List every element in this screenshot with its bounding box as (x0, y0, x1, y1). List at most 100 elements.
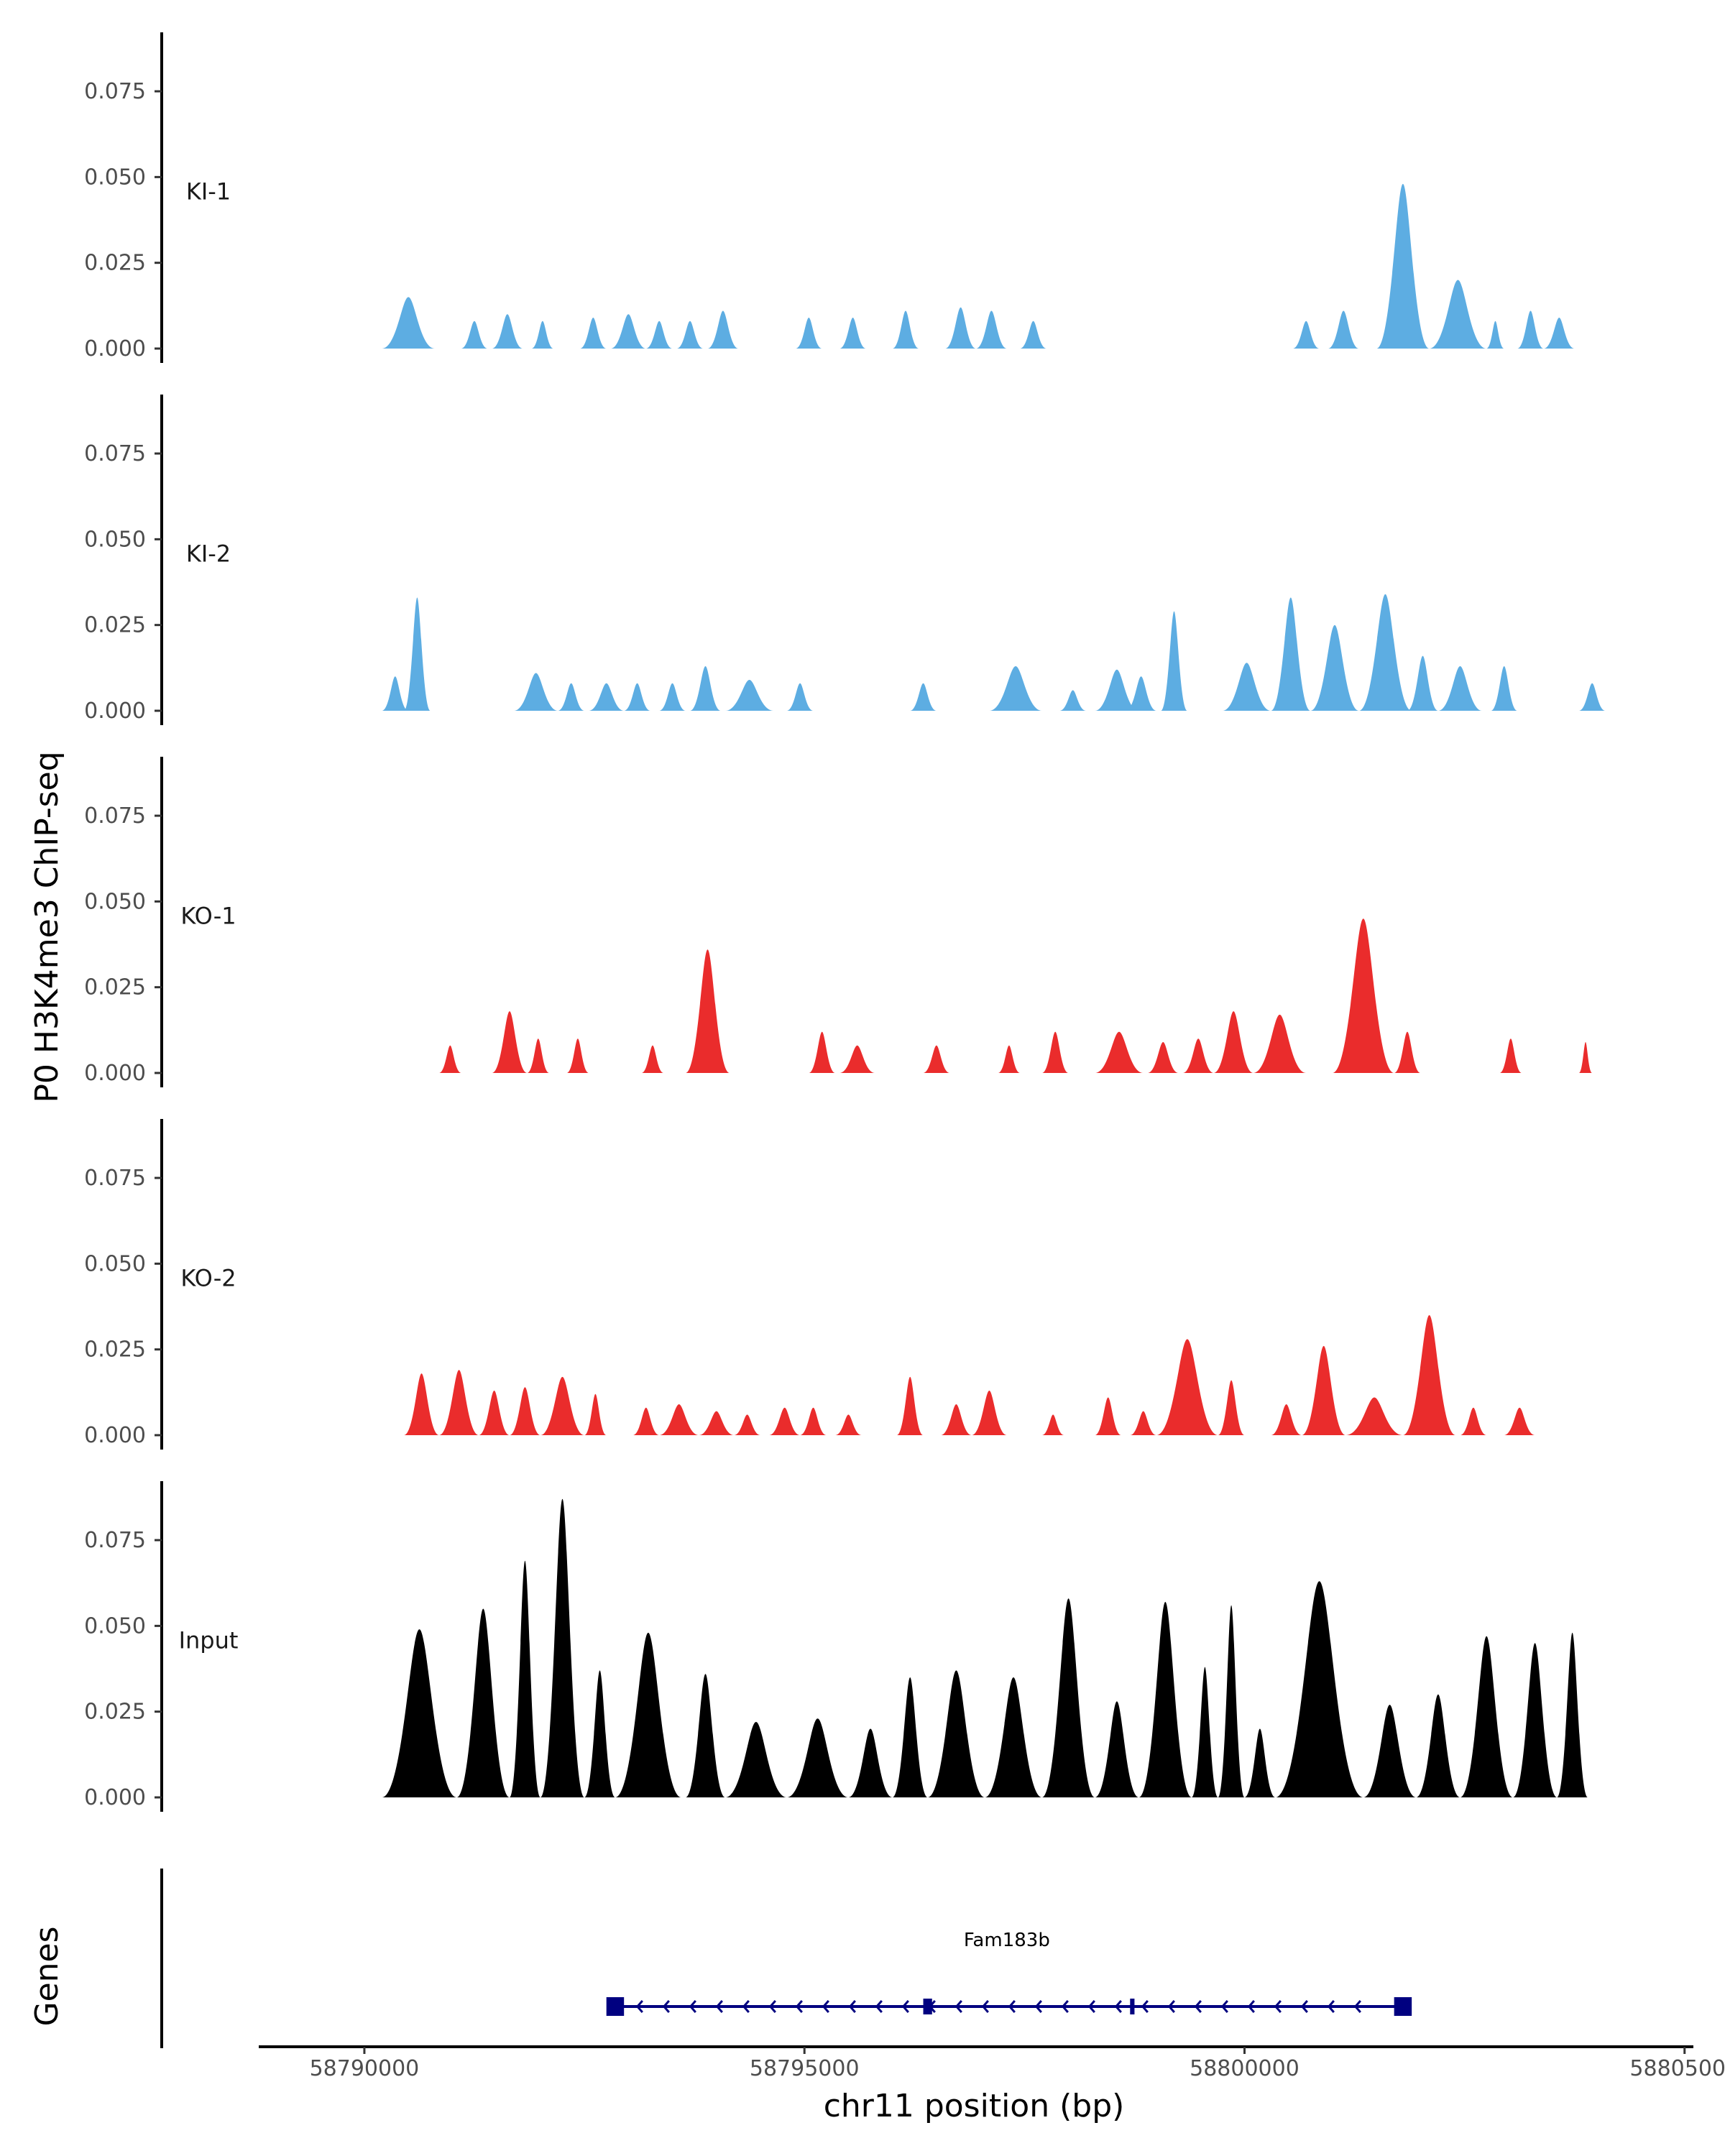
strand-arrow (715, 2000, 723, 2013)
signal-peak (998, 1045, 1021, 1073)
y-axis-title: P0 H3K4me3 ChIP-seq (29, 751, 65, 1102)
signal-peak (492, 314, 523, 349)
y-tick-label: 0.025 (84, 975, 146, 1000)
signal-peak (835, 1414, 862, 1435)
signal-peak (989, 666, 1042, 711)
track-label: KO-1 (180, 902, 236, 929)
track-ki-1: 0.000 0.025 0.050 0.075 KI-1 (84, 32, 1575, 363)
signal-peak (584, 1393, 607, 1435)
y-tick-label: 0.050 (84, 1613, 146, 1639)
strand-arrow (1034, 2000, 1042, 2013)
signal-peak (461, 321, 488, 349)
signal-peak (1328, 310, 1359, 349)
signal-peak (1041, 1598, 1095, 1797)
signal-peak (1310, 625, 1359, 711)
strand-arrow (1220, 2000, 1228, 2013)
signal-peak (927, 1670, 985, 1797)
signal-peak (641, 1045, 664, 1073)
signal-peak (580, 318, 607, 349)
signal-peak (439, 1045, 461, 1073)
track-label: KO-2 (180, 1264, 236, 1291)
signal-peak (382, 676, 409, 711)
signal-peak (382, 1629, 457, 1797)
strand-arrow (768, 2000, 776, 2013)
signal-peak (976, 310, 1007, 349)
gene-exon (923, 1999, 932, 2014)
strand-arrow (742, 2000, 750, 2013)
y-tick-label: 0.050 (84, 527, 146, 552)
signal-peak (1041, 1414, 1064, 1435)
signal-peak (1407, 655, 1438, 711)
signal-peak (1499, 1038, 1522, 1073)
gene-exon (1394, 1997, 1412, 2016)
signal-peak (910, 683, 937, 711)
signal-peak (1095, 1701, 1139, 1797)
strand-arrow (848, 2000, 856, 2013)
signal-peak (1302, 1345, 1346, 1435)
signal-peak (786, 683, 814, 711)
strand-arrow (1247, 2000, 1255, 2013)
signal-peak (492, 1011, 528, 1073)
signal-peak (1517, 310, 1544, 349)
signal-peak (809, 1031, 836, 1073)
signal-peak (1059, 690, 1087, 711)
signal-peak (1138, 1602, 1192, 1797)
signal-peak (404, 597, 431, 711)
signal-peak (769, 1407, 801, 1435)
signal-peak (685, 949, 730, 1073)
signal-peak (527, 1038, 550, 1073)
y-tick-label: 0.075 (84, 441, 146, 466)
genes-track-title: Genes (29, 1926, 65, 2026)
signal-peak (514, 673, 558, 711)
signal-peak (800, 1407, 827, 1435)
signal-peak (945, 307, 976, 349)
signal-peak (1182, 1038, 1214, 1073)
signal-peak (540, 1498, 585, 1797)
signal-peak (1271, 597, 1311, 711)
signal-peak (1346, 1397, 1403, 1435)
track-input: 0.000 0.025 0.050 0.075 Input (84, 1481, 1588, 1812)
strand-arrow (1327, 2000, 1335, 2013)
strand-arrow (635, 2000, 643, 2013)
signal-peak (1460, 1636, 1513, 1797)
strand-arrow (1061, 2000, 1069, 2013)
signal-peak (1213, 1011, 1254, 1073)
signal-peak (725, 680, 774, 711)
signal-peak (725, 1722, 787, 1797)
signal-peak (382, 297, 435, 349)
strand-arrow (1194, 2000, 1202, 2013)
signal-peak (1253, 1014, 1307, 1073)
signal-peak (439, 1370, 479, 1435)
signal-peak (1271, 1404, 1302, 1435)
signal-peak (840, 1045, 875, 1073)
signal-peak (1275, 1581, 1363, 1797)
y-tick-label: 0.000 (84, 1785, 146, 1810)
signal-peak (707, 310, 739, 349)
strand-arrow (901, 2000, 909, 2013)
signal-peak (659, 683, 686, 711)
signal-peak (624, 683, 650, 711)
y-tick-label: 0.050 (84, 1251, 146, 1276)
gene-name-label: Fam183b (964, 1930, 1050, 1951)
signal-peak (796, 318, 822, 349)
genes-layer: Fam183b (160, 1869, 1412, 2048)
signal-peak (892, 310, 919, 349)
signal-peak (840, 318, 866, 349)
signal-peak (985, 1677, 1042, 1797)
signal-peak (510, 1560, 540, 1797)
signal-peak (1438, 666, 1483, 711)
y-tick-label: 0.050 (84, 165, 146, 190)
strand-arrow (954, 2000, 962, 2013)
signal-peak (1504, 1407, 1535, 1435)
x-axis-title: chr11 position (bp) (824, 2088, 1125, 2124)
track-ki-2: 0.000 0.025 0.050 0.075 KI-2 (84, 395, 1606, 725)
signal-peak (1244, 1728, 1276, 1797)
signal-peak (531, 321, 554, 349)
y-tick-label: 0.075 (84, 79, 146, 104)
signal-peak (584, 1670, 615, 1797)
signal-peak (1126, 676, 1156, 711)
strand-arrow (1274, 2000, 1282, 2013)
signal-peak (1429, 280, 1487, 349)
signal-peak (632, 1407, 660, 1435)
